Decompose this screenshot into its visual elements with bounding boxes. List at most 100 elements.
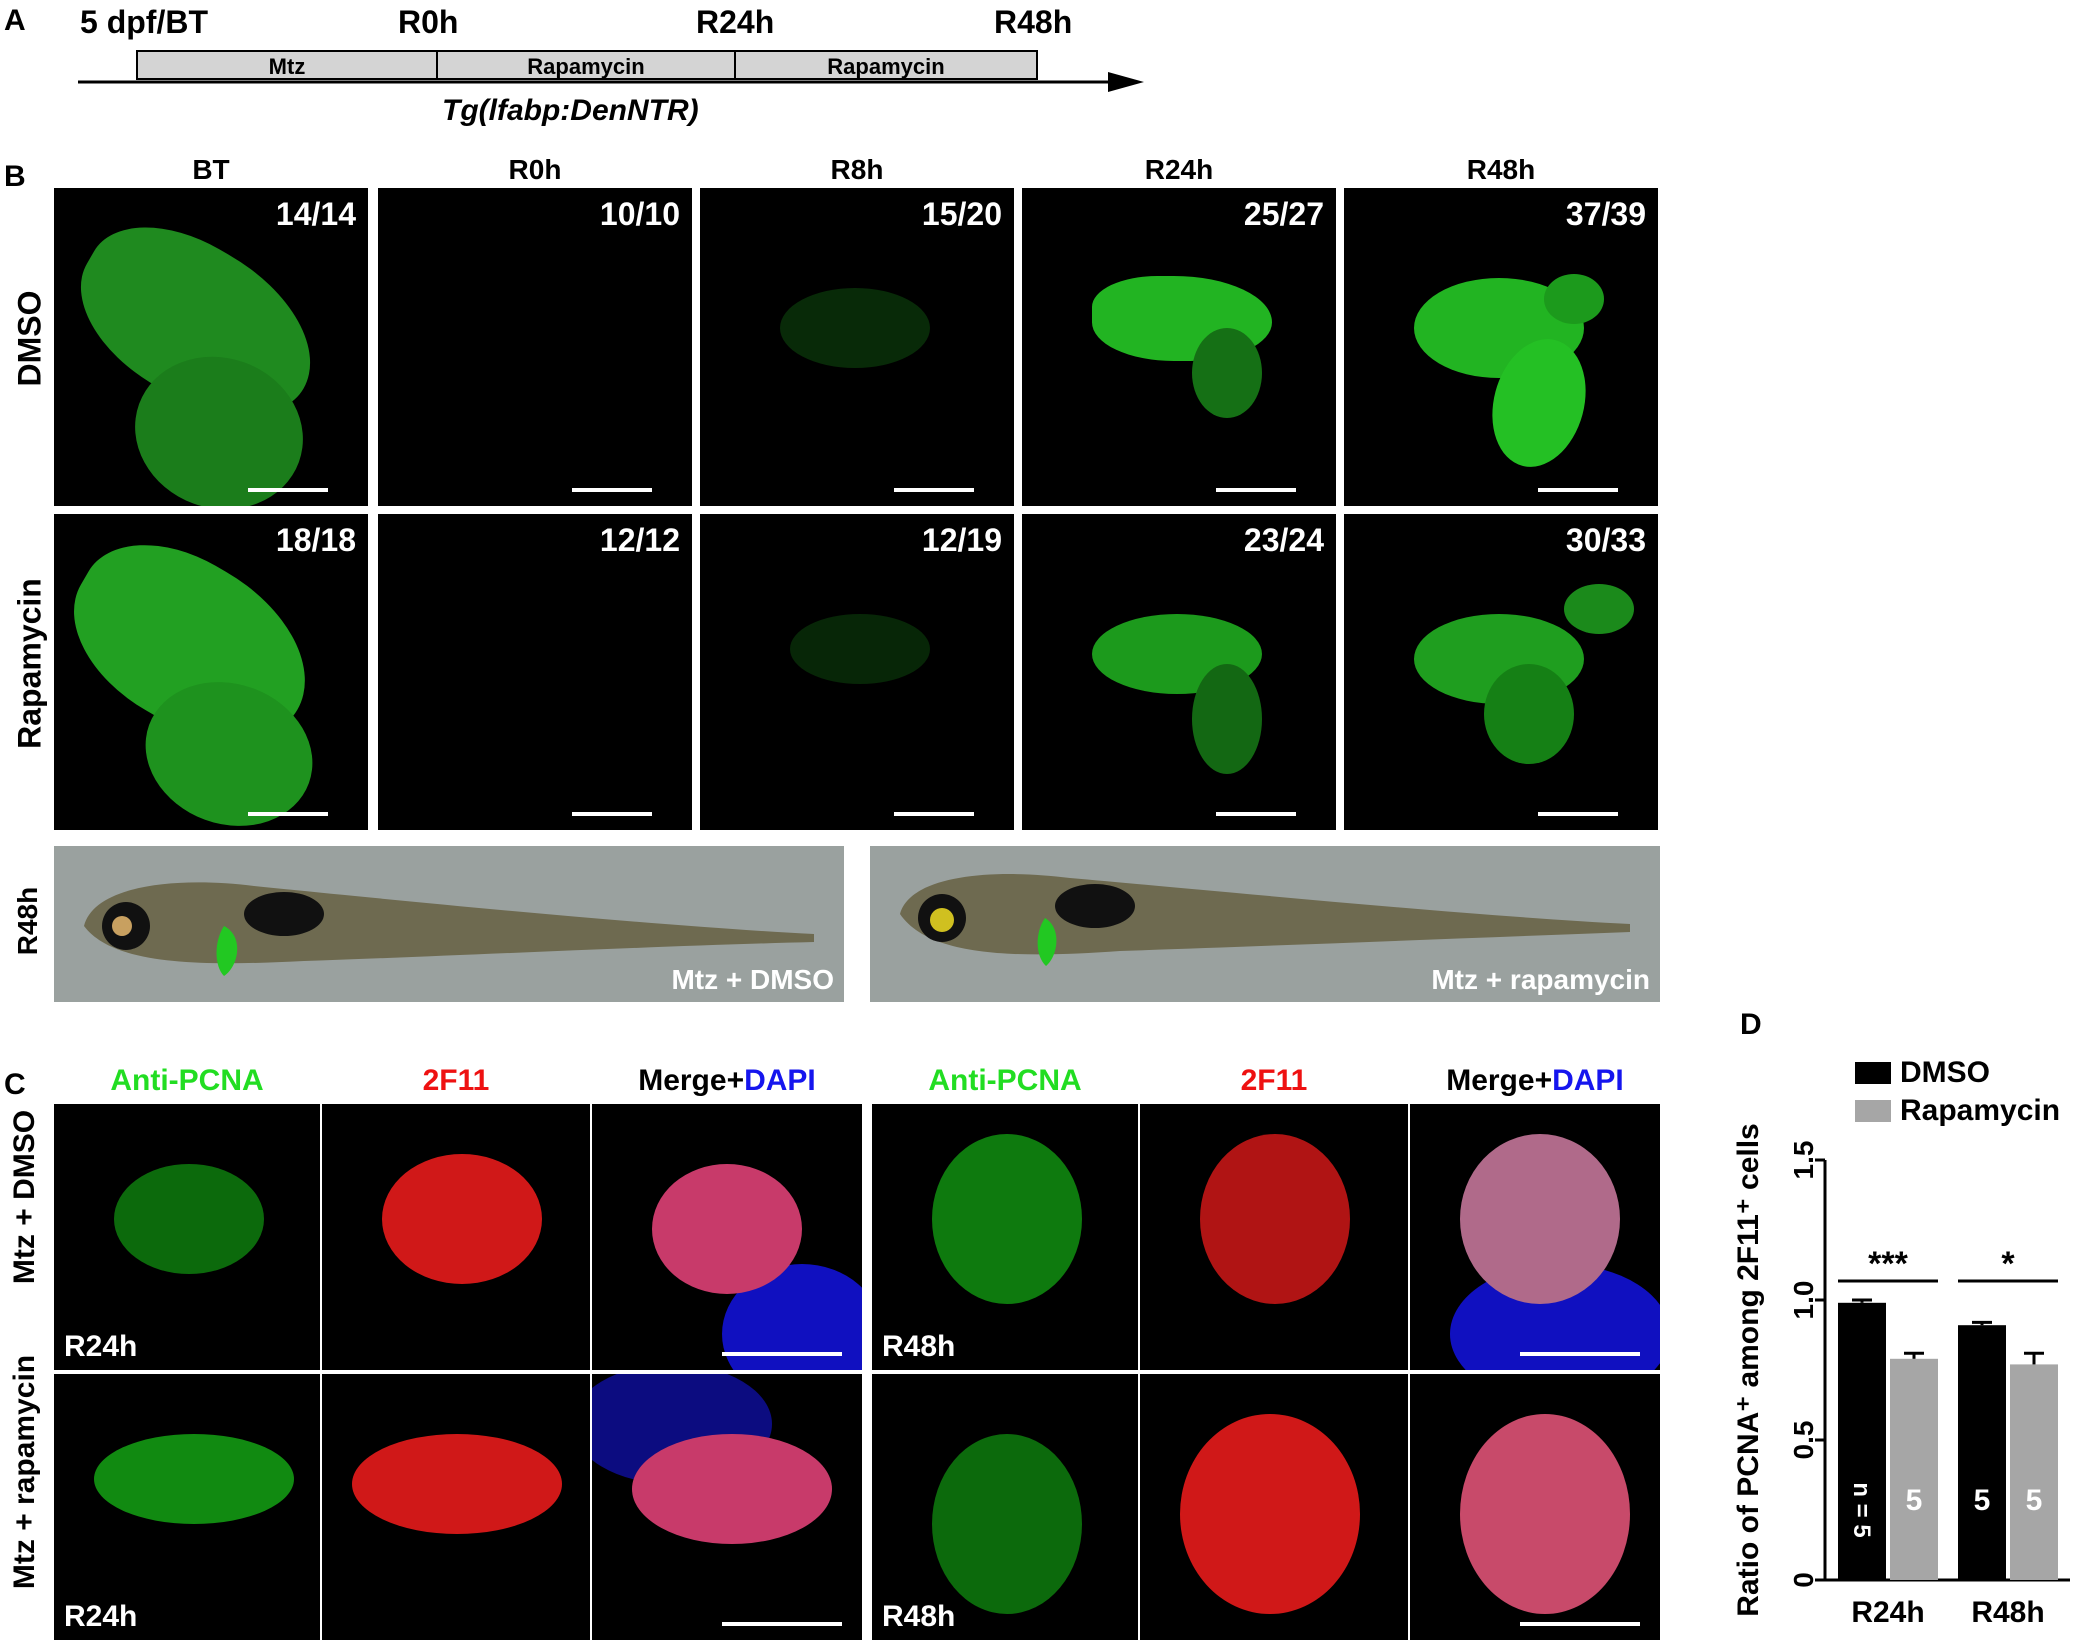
n-label: n = 5 [1848, 1482, 1875, 1537]
timeline-label-r48h: R48h [994, 4, 1073, 40]
n-label: 5 [1974, 1484, 1991, 1517]
column-label-r0h: R0h [508, 154, 562, 185]
bar [2010, 1364, 2058, 1580]
column-label-anti-pcna-2: Anti-PCNA [928, 1064, 1082, 1097]
n-label: 5 [2026, 1484, 2043, 1517]
scale-bar [1216, 812, 1296, 816]
count-label: 12/12 [599, 522, 680, 558]
image-dmso-r0h: 10/10 [378, 188, 692, 506]
column-label-r8h: R8h [830, 154, 884, 185]
count-label: 25/27 [1243, 196, 1324, 232]
y-tick-label: 0 [1788, 1572, 1819, 1588]
timepoint-label: R24h [64, 1330, 138, 1363]
dapi-text: DAPI [1552, 1064, 1624, 1097]
significance-label: *** [1868, 1245, 1908, 1283]
scale-bar [1520, 1352, 1640, 1356]
timeline-box-rapamycin-2: Rapamycin [734, 50, 1038, 80]
row-label-mtz-dmso: Mtz + DMSO [8, 1109, 41, 1285]
scale-bar [248, 488, 328, 492]
scale-bar [572, 488, 652, 492]
n-label: 5 [1906, 1484, 1923, 1517]
count-label: 37/39 [1565, 196, 1646, 232]
significance-label: * [2001, 1245, 2015, 1283]
merge-text: Merge+ [1446, 1064, 1553, 1097]
y-tick-label: 0.5 [1788, 1421, 1819, 1460]
timepoint-label: R24h [64, 1600, 138, 1633]
scale-bar [722, 1622, 842, 1626]
dapi-text: DAPI [744, 1064, 816, 1097]
scale-bar [1520, 1622, 1640, 1626]
image-c-merge-rapamycin-r48h [1410, 1374, 1660, 1640]
scale-bar [572, 812, 652, 816]
count-label: 23/24 [1243, 522, 1324, 558]
timeline-label-r0h: R0h [398, 4, 459, 40]
image-dmso-r48h: 37/39 [1344, 188, 1658, 506]
count-label: 15/20 [921, 196, 1002, 232]
panel-d-letter: D [1740, 1008, 1762, 1041]
scale-bar [894, 488, 974, 492]
image-dmso-r24h: 25/27 [1022, 188, 1336, 506]
bar [1890, 1358, 1938, 1580]
count-label: 30/33 [1565, 522, 1646, 558]
image-c-merge-dmso-r48h [1410, 1104, 1660, 1370]
column-label-merge-2: Merge+DAPI [1410, 1064, 1660, 1098]
x-tick-label: R24h [1851, 1596, 1924, 1629]
image-c-2f11-dmso-r24h [322, 1104, 590, 1370]
timeline-label-bt: 5 dpf/BT [80, 4, 208, 40]
image-c-pcna-dmso-r48h: R48h [872, 1104, 1138, 1370]
image-dmso-r8h: 15/20 [700, 188, 1014, 506]
bar [1838, 1302, 1886, 1580]
column-label-r48h: R48h [1466, 154, 1536, 185]
count-label: 12/19 [921, 522, 1002, 558]
row-label-fish: R48h [12, 886, 43, 956]
transgene-label: Tg(lfabp:DenNTR) [442, 94, 699, 127]
scale-bar [1538, 488, 1618, 492]
count-label: 10/10 [599, 196, 680, 232]
row-label-dmso: DMSO [11, 290, 48, 387]
fish-image-dmso: Mtz + DMSO [54, 846, 844, 1002]
bar-chart: DMSO Rapamycin 0 0.5 1.0 1.5 Ratio of PCNA⁺ am… [1732, 1056, 2070, 1629]
scale-bar [1216, 488, 1296, 492]
row-label-mtz-rapamycin: Mtz + rapamycin [8, 1354, 41, 1590]
y-axis-label: Ratio of PCNA⁺ among 2F11⁺ cells [1732, 1123, 1765, 1616]
image-c-merge-rapamycin-r24h [592, 1374, 862, 1640]
panel-c-letter: C [4, 1068, 26, 1101]
y-tick-label: 1.0 [1788, 1281, 1819, 1320]
image-c-2f11-rapamycin-r24h [322, 1374, 590, 1640]
timepoint-label: R48h [882, 1600, 956, 1633]
image-c-pcna-rapamycin-r24h: R24h [54, 1374, 320, 1640]
fish-caption-dmso: Mtz + DMSO [671, 964, 834, 995]
timeline-box-rapamycin-1: Rapamycin [436, 50, 736, 80]
scale-bar [894, 812, 974, 816]
panel-b-letter: B [4, 160, 26, 193]
column-label-r24h: R24h [1144, 154, 1214, 185]
x-tick-label: R48h [1971, 1596, 2044, 1629]
image-rapamycin-bt: 18/18 [54, 514, 368, 830]
scale-bar [248, 812, 328, 816]
column-label-2f11-2: 2F11 [1240, 1064, 1308, 1097]
image-rapamycin-r8h: 12/19 [700, 514, 1014, 830]
panel-a-letter: A [4, 4, 26, 37]
column-label-2f11-1: 2F11 [422, 1064, 490, 1097]
image-c-pcna-dmso-r24h: R24h [54, 1104, 320, 1370]
fish-image-rapamycin: Mtz + rapamycin [870, 846, 1660, 1002]
timeline-label-r24h: R24h [696, 4, 775, 40]
image-rapamycin-r24h: 23/24 [1022, 514, 1336, 830]
timeline-arrow [78, 72, 1144, 92]
timeline-box-mtz: Mtz [136, 50, 438, 80]
column-label-bt: BT [192, 154, 230, 185]
scale-bar [722, 1352, 842, 1356]
legend-swatch [1855, 1062, 1891, 1084]
image-c-2f11-rapamycin-r48h [1140, 1374, 1408, 1640]
row-label-rapamycin: Rapamycin [11, 578, 48, 749]
y-tick-label: 1.5 [1788, 1141, 1819, 1180]
fish-caption-rapamycin: Mtz + rapamycin [1431, 964, 1650, 995]
legend-swatch [1855, 1100, 1891, 1122]
image-dmso-bt: 14/14 [54, 188, 368, 506]
count-label: 14/14 [275, 196, 356, 232]
count-label: 18/18 [275, 522, 356, 558]
legend-label: DMSO [1900, 1056, 1990, 1089]
bar [1958, 1325, 2006, 1580]
image-c-merge-dmso-r24h [592, 1104, 862, 1370]
column-label-anti-pcna-1: Anti-PCNA [110, 1064, 264, 1097]
